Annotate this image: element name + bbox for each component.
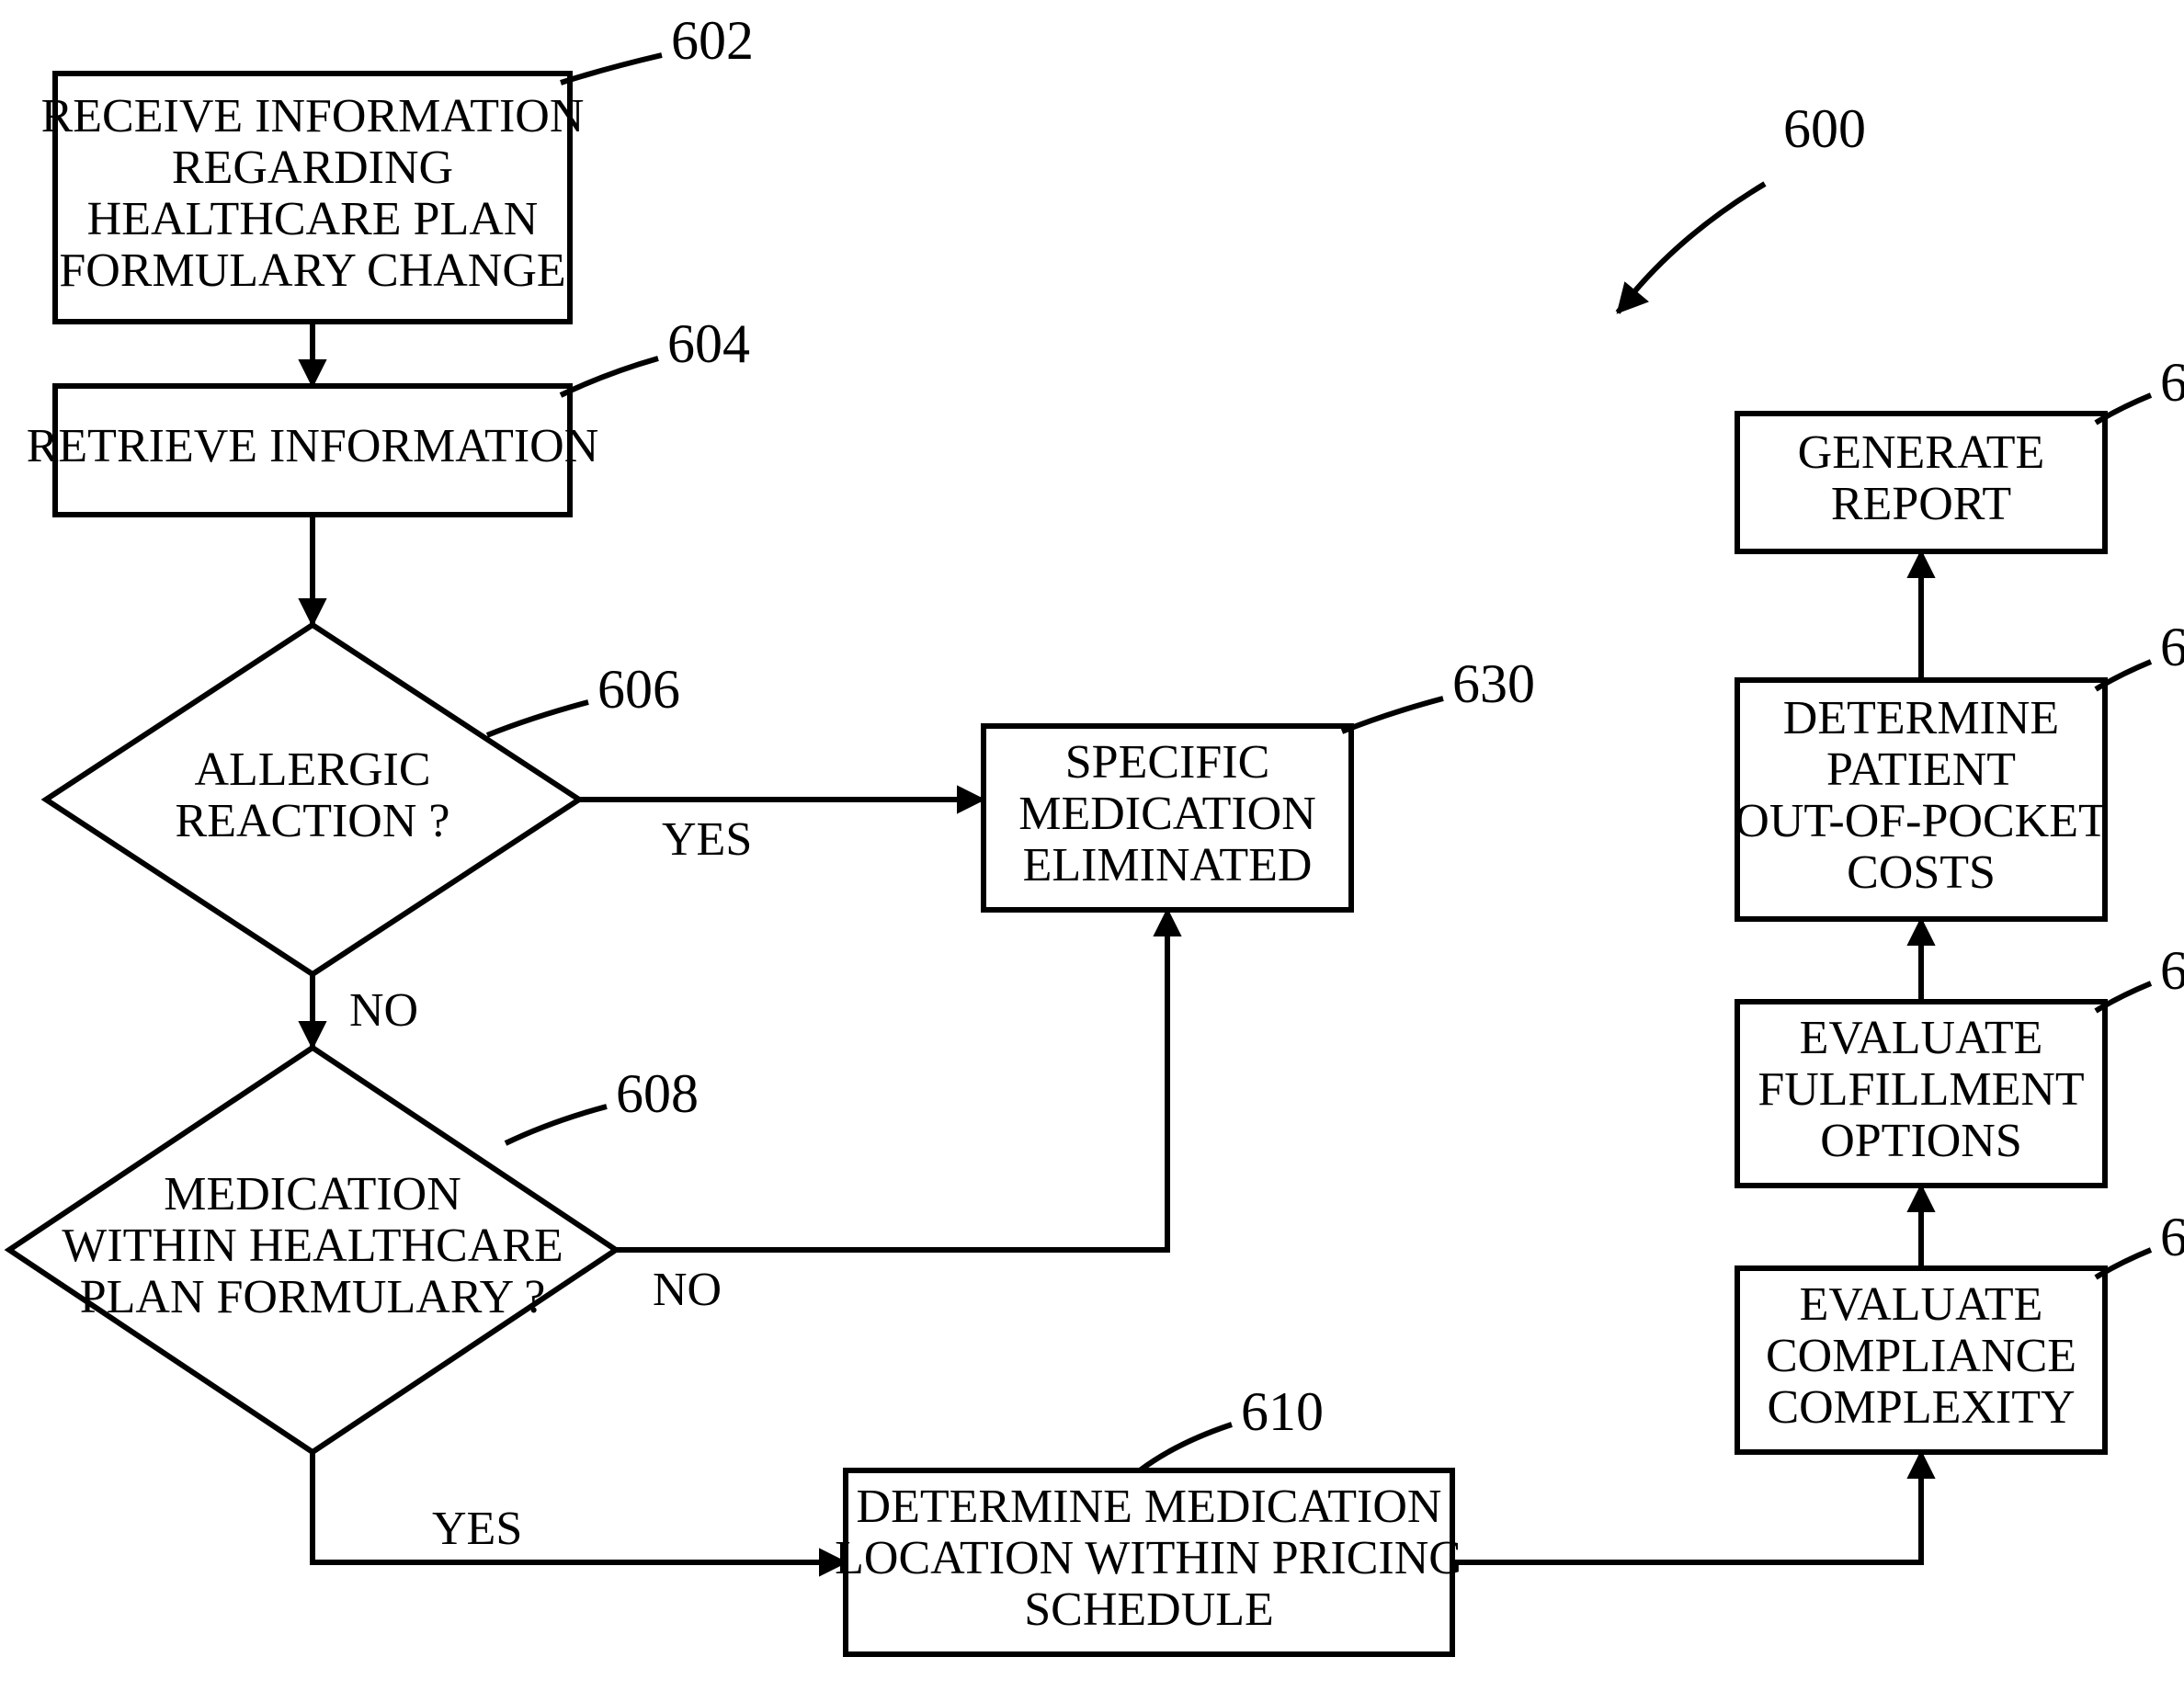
node-n602-line-2: HEALTHCARE PLAN	[87, 193, 539, 245]
node-n614-line-0: EVALUATE	[1800, 1012, 2043, 1064]
node-n604-ref: 604	[667, 313, 750, 374]
node-n614: EVALUATEFULFILLMENTOPTIONS 614	[1737, 940, 2184, 1186]
node-n610: DETERMINE MEDICATIONLOCATION WITHIN PRIC…	[835, 1381, 1463, 1654]
node-n616-ref-leader	[2096, 662, 2151, 689]
edge-9	[1908, 551, 1934, 680]
node-n618-ref-leader	[2096, 395, 2151, 423]
node-n604: RETRIEVE INFORMATION 604	[27, 313, 750, 515]
node-n616-line-2: OUT-OF-POCKET	[1735, 795, 2107, 847]
node-n604-line-0: RETRIEVE INFORMATION	[27, 420, 599, 472]
node-n630-line-1: MEDICATION	[1018, 788, 1316, 840]
node-n616-ref: 616	[2160, 617, 2184, 677]
edge-2-label: YES	[662, 813, 752, 866]
edge-7-arrowhead	[1908, 1186, 1934, 1211]
edge-2: YES	[579, 787, 984, 866]
node-n610-line-2: SCHEDULE	[1024, 1583, 1274, 1636]
figure-ref-arrowhead	[1618, 283, 1647, 312]
node-n618-line-0: GENERATE	[1798, 426, 2045, 479]
edge-6-line	[1452, 1452, 1921, 1562]
node-n608-line-2: PLAN FORMULARY ?	[80, 1271, 546, 1323]
node-n612-line-2: COMPLEXITY	[1767, 1381, 2075, 1434]
node-n618-ref: 618	[2160, 352, 2184, 413]
node-n608-line-0: MEDICATION	[164, 1168, 461, 1220]
node-n616-line-1: PATIENT	[1826, 743, 2016, 796]
edge-5: YES	[313, 1452, 846, 1575]
node-n630-line-0: SPECIFIC	[1065, 736, 1270, 789]
edge-6	[1452, 1452, 1934, 1562]
edge-2-arrowhead	[958, 787, 984, 812]
edge-5-line	[313, 1452, 846, 1562]
node-n616-line-0: DETERMINE	[1783, 692, 2059, 744]
node-n610-line-0: DETERMINE MEDICATION	[857, 1481, 1442, 1533]
node-n604-ref-leader	[561, 358, 658, 395]
node-n602-line-0: RECEIVE INFORMATION	[41, 90, 585, 142]
edge-5-label: YES	[432, 1503, 522, 1555]
node-n606-ref-leader	[487, 702, 588, 735]
edge-1	[300, 515, 325, 625]
node-n608-ref: 608	[616, 1063, 699, 1124]
node-n630-ref-leader	[1342, 698, 1443, 732]
node-n612-ref-leader	[2096, 1250, 2151, 1277]
node-n606-line-0: ALLERGIC	[194, 743, 430, 796]
edge-4-label: NO	[653, 1264, 722, 1316]
edge-3-arrowhead	[300, 1022, 325, 1048]
edge-8	[1908, 919, 1934, 1002]
edge-1-arrowhead	[300, 599, 325, 625]
node-n610-ref-leader	[1140, 1424, 1232, 1470]
node-n614-line-1: FULFILLMENT	[1757, 1063, 2084, 1116]
node-n616-line-3: COSTS	[1847, 846, 1996, 899]
node-n612-ref: 612	[2160, 1207, 2184, 1267]
node-n614-ref: 614	[2160, 940, 2184, 1001]
node-n606-line-1: REACTION ?	[176, 795, 450, 847]
figure-ref: 600	[1618, 98, 1866, 312]
node-n630-line-2: ELIMINATED	[1023, 839, 1313, 891]
figure-ref-label: 600	[1783, 98, 1866, 159]
node-n630: SPECIFICMEDICATIONELIMINATED 630	[984, 653, 1535, 910]
edge-7	[1908, 1186, 1934, 1268]
edge-4: NO	[616, 910, 1180, 1316]
node-n616: DETERMINEPATIENTOUT-OF-POCKETCOSTS 616	[1735, 617, 2184, 919]
node-n602-line-3: FORMULARY CHANGE	[59, 244, 565, 297]
node-n612: EVALUATECOMPLIANCECOMPLEXITY 612	[1737, 1207, 2184, 1452]
edge-0	[300, 322, 325, 386]
nodes-layer: RECEIVE INFORMATIONREGARDINGHEALTHCARE P…	[9, 10, 2184, 1654]
node-n602-line-1: REGARDING	[172, 142, 453, 194]
node-n608-ref-leader	[506, 1107, 607, 1143]
node-n614-ref-leader	[2096, 983, 2151, 1011]
node-n630-ref: 630	[1452, 653, 1535, 714]
node-n618-line-1: REPORT	[1831, 478, 2011, 530]
node-n608-line-1: WITHIN HEALTHCARE	[62, 1220, 563, 1272]
figure-ref-leader	[1618, 184, 1765, 312]
node-n608: MEDICATIONWITHIN HEALTHCAREPLAN FORMULAR…	[9, 1048, 699, 1452]
edge-8-arrowhead	[1908, 919, 1934, 945]
node-n602: RECEIVE INFORMATIONREGARDINGHEALTHCARE P…	[41, 10, 754, 322]
node-n602-ref: 602	[671, 10, 754, 71]
node-n602-ref-leader	[561, 55, 662, 83]
node-n610-line-1: LOCATION WITHIN PRICING	[835, 1532, 1463, 1584]
node-n606-ref: 606	[597, 659, 680, 720]
edge-4-line	[616, 910, 1167, 1250]
edge-0-arrowhead	[300, 360, 325, 386]
edge-4-arrowhead	[1155, 910, 1180, 936]
node-n610-ref: 610	[1241, 1381, 1324, 1442]
edge-3-label: NO	[349, 984, 418, 1037]
edge-3: NO	[300, 974, 418, 1048]
edge-6-arrowhead	[1908, 1452, 1934, 1478]
node-n618: GENERATEREPORT 618	[1737, 352, 2184, 551]
node-n612-line-1: COMPLIANCE	[1766, 1330, 2076, 1382]
node-n614-line-2: OPTIONS	[1820, 1115, 2022, 1167]
node-n612-line-0: EVALUATE	[1800, 1278, 2043, 1331]
edge-9-arrowhead	[1908, 551, 1934, 577]
